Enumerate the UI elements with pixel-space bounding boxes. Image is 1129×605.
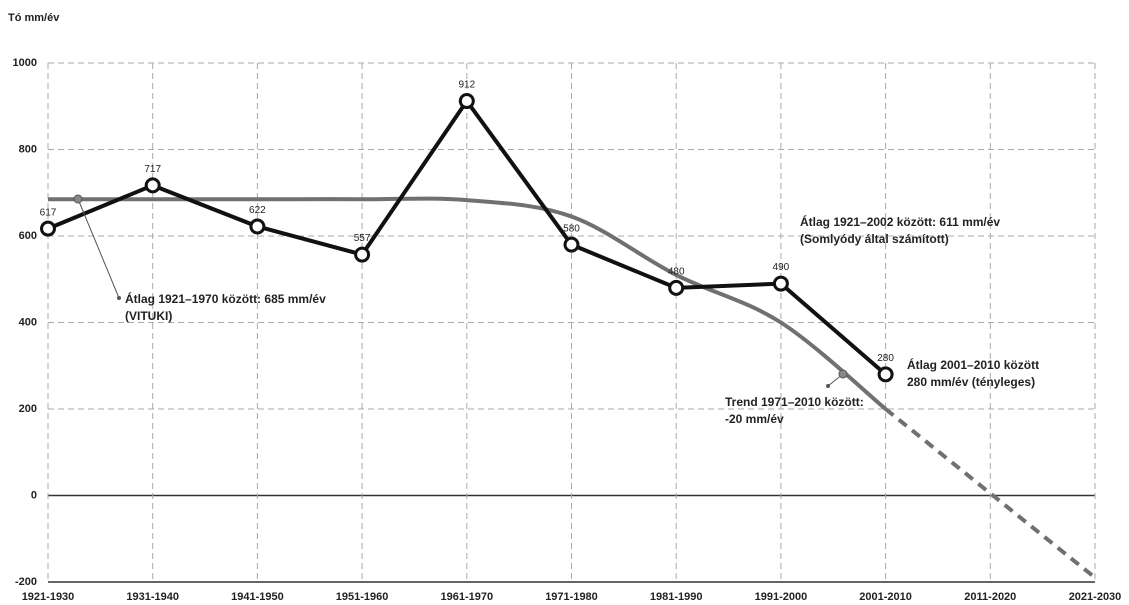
- x-tick-label: 2001-2010: [859, 591, 912, 603]
- annotation: (VITUKI): [125, 309, 172, 323]
- x-tick-label: 1921-1930: [22, 591, 75, 603]
- value-label: 617: [40, 207, 57, 218]
- leader-end: [826, 384, 830, 388]
- leader-dot: [73, 194, 83, 204]
- y-tick-label: 1000: [13, 57, 37, 69]
- value-label: 490: [773, 262, 790, 273]
- value-label: 280: [877, 353, 894, 364]
- value-label: 912: [458, 80, 475, 91]
- value-label: 622: [249, 205, 266, 216]
- annotation: Átlag 2001–2010 között: [907, 357, 1039, 372]
- data-point: [563, 236, 580, 253]
- x-tick-label: 1971-1980: [545, 591, 598, 603]
- x-tick-label: 1951-1960: [336, 591, 389, 603]
- leader-line: [77, 198, 120, 299]
- y-axis-label: Tó mm/év: [8, 12, 60, 24]
- data-point: [458, 93, 475, 110]
- x-tick-label: 1961-1970: [440, 591, 493, 603]
- data-point: [40, 220, 56, 237]
- data-point: [668, 279, 685, 296]
- annotation: Átlag 1921–1970 között: 685 mm/év: [125, 291, 326, 306]
- y-tick-label: 0: [31, 489, 37, 501]
- annotation: Trend 1971–2010 között:: [725, 395, 864, 409]
- trend-projection: [884, 407, 1097, 580]
- value-label: 580: [563, 223, 580, 234]
- annotation: (Somlyódy által számított): [800, 232, 949, 246]
- x-tick-label: 1991-2000: [755, 591, 808, 603]
- x-tick-label: 1931-1940: [126, 591, 179, 603]
- annotation: Átlag 1921–2002 között: 611 mm/év: [800, 214, 1000, 229]
- data-point: [877, 366, 894, 383]
- y-tick-label: 800: [19, 143, 37, 155]
- y-tick-label: 600: [19, 230, 37, 242]
- x-tick-label: 2021-2030: [1069, 591, 1122, 603]
- y-tick-label: 200: [19, 403, 37, 415]
- value-label: 557: [354, 233, 371, 244]
- annotation: -20 mm/év: [725, 412, 784, 426]
- y-tick-label: -200: [15, 576, 37, 588]
- y-tick-label: 400: [19, 316, 37, 328]
- value-label: 717: [144, 164, 161, 175]
- data-point: [354, 246, 371, 263]
- x-tick-label: 1941-1950: [231, 591, 284, 603]
- value-label: 480: [668, 267, 685, 278]
- data-point: [249, 218, 266, 235]
- leader-end: [117, 296, 121, 300]
- x-tick-label: 2011-2020: [964, 591, 1016, 603]
- annotation: 280 mm/év (tényleges): [907, 375, 1035, 389]
- x-tick-label: 1981-1990: [650, 591, 703, 603]
- data-point: [772, 275, 789, 292]
- data-point: [144, 177, 161, 194]
- leader-dot: [838, 369, 848, 379]
